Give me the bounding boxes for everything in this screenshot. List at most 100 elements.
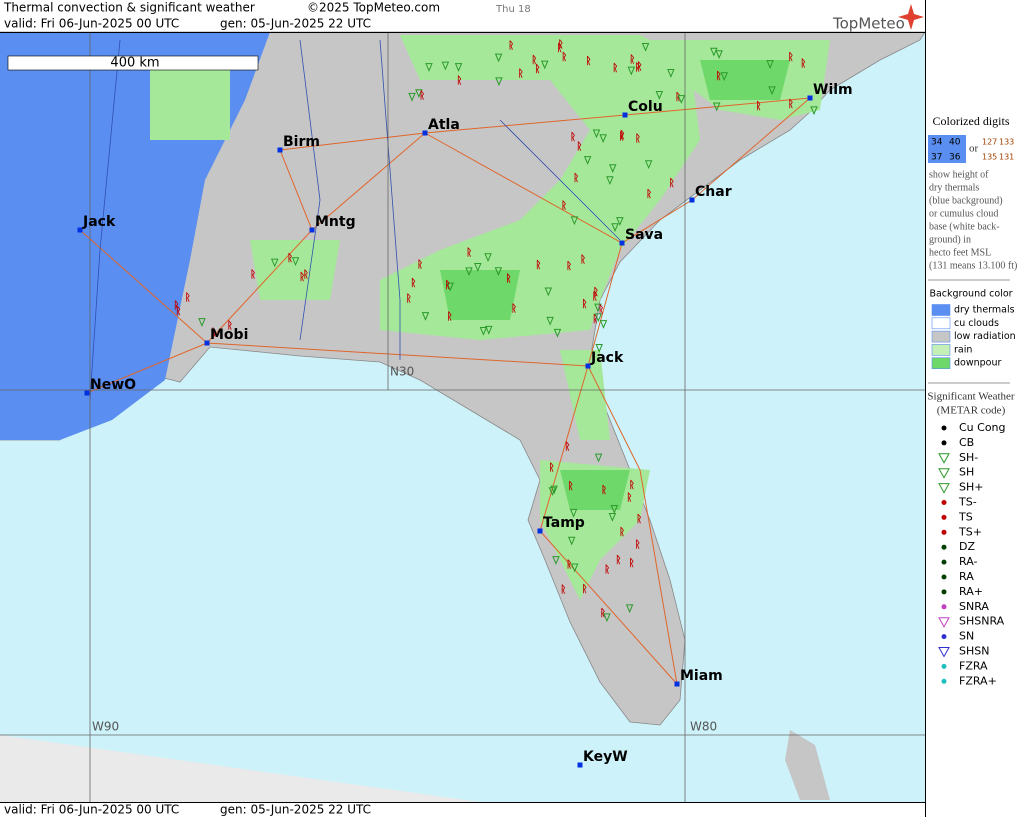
weather-item: RA [959,570,974,583]
ts-symbol: ᚱ [716,70,722,82]
description-line: (131 means 13.100 ft) [929,260,1017,271]
weather-icon [941,634,947,640]
sh-symbol [712,102,721,112]
ts-symbol: ᚱ [573,172,579,184]
sh-symbol [484,253,492,263]
sh-symbol [603,613,611,623]
weather-icon [941,589,947,595]
valid: valid: Fri 06-Jun-2025 00 UTC [4,17,179,31]
cities: Birm Atla Colu Wilm Char Mntg Jack Sava Mobi Jack… [77,82,853,768]
city-label: KeyW [583,749,628,765]
description-line: show height of [929,169,989,180]
ts-symbol: ᚱ [227,320,233,332]
sh-symbol [570,563,579,573]
legend-title: Background color [929,289,1012,300]
ts-symbol: ᚱ [635,62,641,74]
ts-symbol: ᚱ [568,480,574,492]
ts-symbol: ᚱ [211,326,217,338]
ts-symbol: ᚱ [619,129,625,141]
city-label: Atla [428,117,460,133]
weather-item: TS+ [958,525,982,538]
ts-symbol: ᚱ [800,58,806,70]
city-marker [585,363,591,369]
background-item: cu clouds [954,318,999,329]
ts-symbol: ᚱ [637,61,643,73]
city-label: Mobi [210,327,248,343]
scale-bar: 400 km [7,56,259,71]
downpour-areas [440,60,790,510]
city-label: Char [695,184,732,200]
sh-symbol [465,267,473,277]
ts-symbol: ᚱ [406,292,412,304]
city-marker [622,112,628,118]
graticule [0,32,925,802]
ts-symbol: ᚱ [549,461,555,473]
or: or [969,143,979,155]
weather-item: TS [958,510,973,523]
sh-symbol [611,223,619,232]
ts-symbol: ᚱ [561,51,567,63]
sh-symbol [627,66,636,76]
ts-symbol: ᚱ [629,557,635,569]
header: Thermal convection & significant weather… [3,1,924,33]
dry-sample: 36 [949,153,961,163]
ts-symbol: ᚱ [466,246,472,258]
city-label: NewO [90,377,136,393]
sh-symbol [608,512,617,522]
weather-icon [941,500,947,505]
sh-symbol [446,282,454,292]
grid-label: W80 [690,720,717,734]
weather-icon [941,663,947,669]
ts-symbol: ᚱ [585,55,591,67]
ts-symbol: ᚱ [456,74,462,86]
description-line: or cumulus cloud [929,208,998,219]
weather-icon [941,514,947,520]
ts-symbol: ᚱ [582,298,588,310]
sh-symbol [441,61,450,71]
ts-symbol: ᚱ [561,200,567,212]
land [0,31,926,726]
ts-symbol: ᚱ [303,269,309,281]
weather-icon [938,647,950,658]
cu-sample: 131 [999,153,1014,162]
ts-symbol: ᚱ [417,259,423,271]
weather-item: Cu Cong [959,421,1006,434]
scale-label: 400 km [110,56,159,71]
ts-symbol: ᚱ [612,62,618,74]
ts-symbol: ᚱ [534,63,540,75]
ts-symbol: ᚱ [506,272,512,284]
ts-symbol: ᚱ [580,253,586,265]
logo-star [898,4,924,30]
sh-symbol [710,47,718,57]
footer-gen: gen: 05-Jun-2025 22 UTC [220,803,371,817]
description-line: (blue background) [929,195,1003,206]
description-line: dry thermals [929,182,979,193]
copyright: ©2025 TopMeteo.com [307,1,440,15]
weather-item: SHSN [959,645,989,658]
city-label: Sava [625,227,663,243]
weather-icon [938,617,950,628]
sh-symbol [546,316,554,326]
ts-symbol: ᚱ [669,177,675,189]
weather-icon [941,440,947,446]
swatch [931,317,951,330]
ts-symbol: ᚱ [531,54,537,66]
city-marker [577,762,583,768]
sh-symbol [592,129,601,139]
description-line: ground) in [929,234,971,245]
footer: valid: Fri 06-Jun-2025 00 UTC gen: 05-Ju… [4,803,371,817]
legend-title: Colorized digits [933,114,1010,128]
weather-item: SH- [959,451,978,464]
weather-icon [938,453,950,464]
swatch [931,344,951,356]
sh-symbol [421,312,430,321]
swatch [931,304,951,316]
city-label: Jack [82,214,116,230]
city-marker [84,390,90,396]
weather-icon [941,559,947,565]
no-data-area [0,735,480,802]
weather-icon [941,604,947,610]
ts-symbol: ᚱ [615,554,621,566]
